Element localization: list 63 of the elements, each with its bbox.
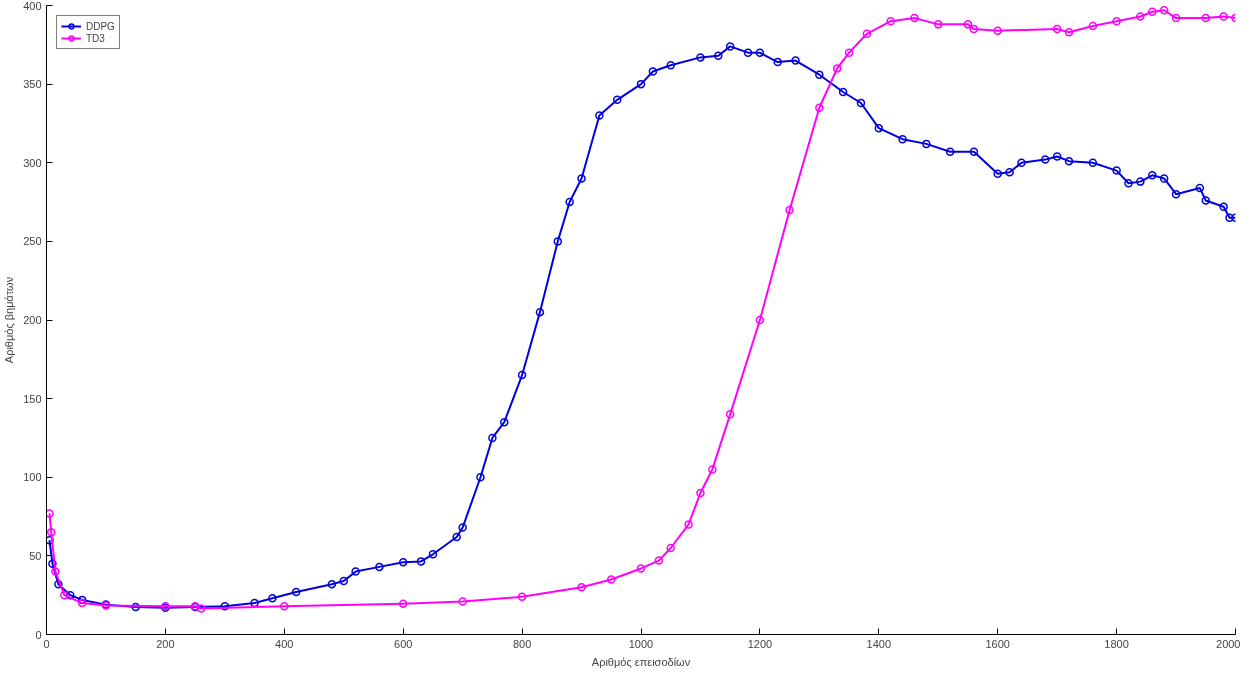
point xyxy=(1171,13,1181,23)
y-tick-label: 400 xyxy=(23,0,42,12)
point xyxy=(666,543,675,553)
point xyxy=(963,20,973,29)
x-tick-label: 1200 xyxy=(747,637,773,650)
point xyxy=(1136,12,1145,21)
x-tick-label: 200 xyxy=(156,637,175,650)
point xyxy=(60,590,69,600)
point xyxy=(577,583,586,592)
x-tick-label: 0 xyxy=(43,637,50,650)
point xyxy=(196,604,206,613)
point xyxy=(684,520,693,529)
point xyxy=(832,64,842,73)
point xyxy=(1088,21,1098,31)
point xyxy=(280,601,289,611)
x-tick-label: 1800 xyxy=(1104,637,1129,650)
point xyxy=(607,575,616,584)
x-tick-label: 800 xyxy=(512,637,532,650)
point xyxy=(910,13,919,23)
point xyxy=(458,597,467,606)
legend-label: TD3 xyxy=(86,32,106,44)
point xyxy=(993,26,1002,35)
y-tick-label: 0 xyxy=(35,628,42,641)
x-tick-label: 2000 xyxy=(1216,637,1241,650)
y-tick-label: 200 xyxy=(23,314,42,326)
point xyxy=(862,29,872,39)
point xyxy=(1052,24,1062,34)
point xyxy=(886,16,895,26)
point xyxy=(815,103,824,112)
x-tick-label: 600 xyxy=(394,637,413,650)
point xyxy=(47,528,56,537)
y-tick-label: 100 xyxy=(23,471,42,484)
point xyxy=(1201,13,1211,23)
point xyxy=(696,488,705,498)
y-tick-label: 150 xyxy=(23,392,42,405)
legend-label: DDPG xyxy=(86,20,115,32)
point xyxy=(1219,12,1228,21)
point xyxy=(517,592,527,601)
point xyxy=(969,24,979,34)
x-axis-title: Αριθμός επεισοδίων xyxy=(591,655,691,668)
point xyxy=(725,410,735,419)
point xyxy=(398,599,408,609)
point xyxy=(654,556,664,565)
point xyxy=(844,48,854,57)
point xyxy=(1148,7,1157,17)
y-tick-label: 350 xyxy=(23,78,42,91)
point xyxy=(636,564,646,573)
point xyxy=(1112,16,1121,26)
point xyxy=(785,205,794,215)
point xyxy=(708,465,717,474)
y-tick-label: 250 xyxy=(23,235,42,248)
point xyxy=(755,315,765,325)
y-tick-label: 300 xyxy=(23,156,42,169)
y-tick-label: 50 xyxy=(29,549,42,562)
y-axis-title: Αριθμός βημάτων xyxy=(3,276,16,364)
x-tick-label: 1000 xyxy=(628,637,654,650)
x-tick-label: 1600 xyxy=(985,637,1010,650)
x-tick-label: 1400 xyxy=(866,637,892,650)
point xyxy=(1064,27,1074,37)
point xyxy=(51,567,60,576)
point xyxy=(934,20,943,29)
point xyxy=(1159,5,1169,15)
x-tick-label: 400 xyxy=(275,637,294,650)
